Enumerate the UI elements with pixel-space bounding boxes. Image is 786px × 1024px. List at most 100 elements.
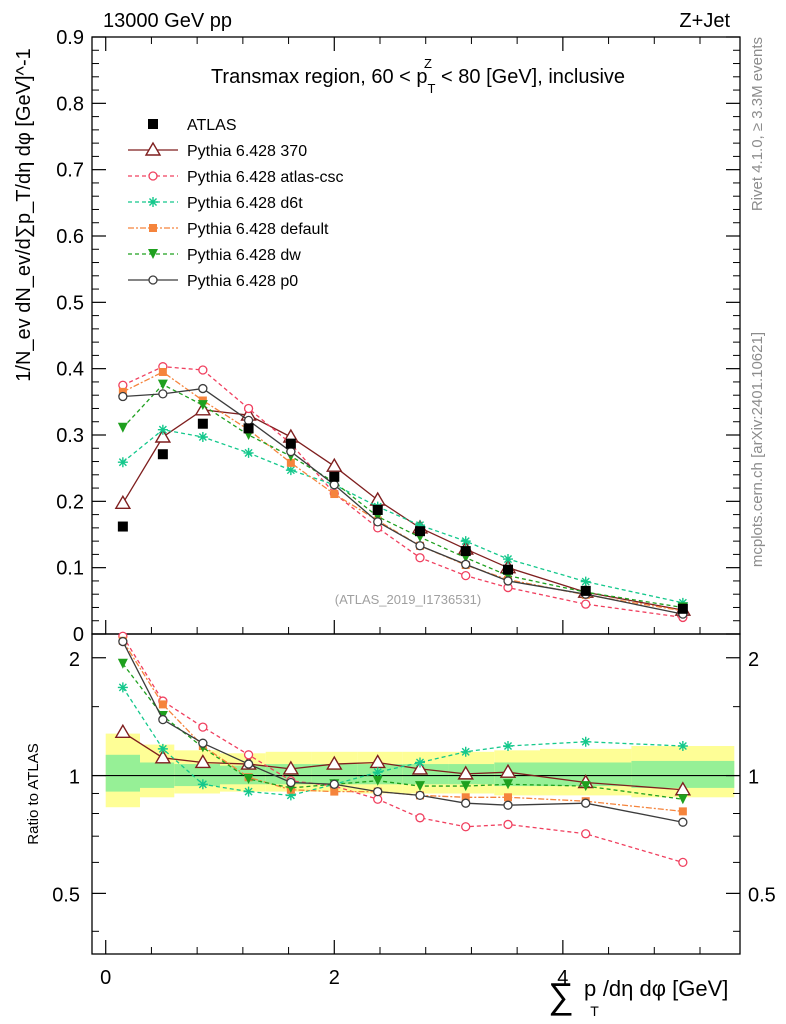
- legend-marker: [144, 141, 162, 156]
- legend-item-pythia-6-428-d6t: Pythia 6.428 d6t: [128, 195, 303, 212]
- data-point: [157, 379, 168, 390]
- legend-marker: [148, 119, 158, 129]
- ratio-line: [122, 663, 683, 800]
- ratio-point: [114, 723, 132, 738]
- ratio-plot-frame: [91, 633, 741, 955]
- data-point: [243, 403, 254, 414]
- y-tick-label: 0.9: [56, 27, 84, 49]
- series-line: [122, 409, 683, 611]
- ratio-point: [461, 793, 470, 802]
- data-point: [373, 517, 383, 527]
- data-point: [117, 422, 128, 433]
- main-y-label: 1/N_ev dN_ev/d∑p_T/dη dφ [GeV]^-1: [13, 48, 35, 381]
- plot-title: Transmax region, 60 < pT < 80 [GeV], inc…: [211, 66, 625, 96]
- data-point: [197, 400, 208, 411]
- ratio-tick-label: 0.5: [52, 884, 80, 906]
- y-tick-label: 0.6: [56, 226, 84, 248]
- ratio-point: [157, 743, 168, 754]
- ratio-line: [122, 641, 683, 823]
- ratio-point: [503, 741, 513, 751]
- ratio-point: [415, 781, 425, 792]
- data-point: [580, 576, 591, 587]
- data-point: [461, 570, 471, 581]
- ratio-tick-label-right: 0.5: [748, 884, 776, 906]
- ratio-point: [504, 793, 512, 802]
- data-point: [117, 457, 128, 468]
- ratio-point: [285, 790, 296, 801]
- y-tick-label: 0.2: [56, 491, 84, 513]
- ratio-line: [122, 635, 684, 864]
- data-point: [286, 446, 296, 457]
- process-label: Z+Jet: [679, 10, 730, 32]
- ratio-point: [415, 790, 425, 801]
- data-point: [285, 438, 296, 449]
- ratio-point: [503, 800, 513, 810]
- data-point: [581, 599, 591, 609]
- data-point: [461, 559, 471, 569]
- data-point: [118, 391, 128, 402]
- ratio-point: [461, 798, 471, 808]
- legend-marker: [148, 249, 158, 259]
- ratio-point: [581, 829, 591, 839]
- ratio-point: [411, 760, 429, 775]
- legend-item-pythia-6-428-370: Pythia 6.428 370: [128, 141, 307, 160]
- series-pythia-6-428-370: [114, 401, 692, 616]
- main-y-axis: 0 0.1 0.2 0.3 0.4 0.5 0.6 0.7 0.8 0.9: [56, 27, 740, 646]
- x-axis-label-sum: ∑: [548, 975, 574, 1016]
- data-point: [677, 603, 688, 614]
- ratio-point: [198, 722, 208, 732]
- ratio-point: [117, 682, 128, 693]
- ratio-tick-label: 2: [69, 649, 80, 671]
- x-axis: 0 2 4: [100, 37, 701, 989]
- legend-item-pythia-6-428-dw: Pythia 6.428 dw: [128, 247, 301, 264]
- x-axis-label-rest: /dη dφ [GeV]: [603, 976, 729, 1001]
- band-green: [105, 754, 140, 792]
- legend-item-pythia-6-428-default: Pythia 6.428 default: [128, 221, 329, 238]
- ratio-point: [326, 755, 343, 770]
- x-tick-label: 4: [557, 967, 568, 989]
- legend-label: Pythia 6.428 dw: [187, 247, 301, 264]
- ratio-point: [581, 798, 591, 808]
- x-tick-label: 0: [100, 967, 111, 989]
- ratio-point: [158, 714, 168, 725]
- x-axis-label: p T/dη dφ [GeV]: [584, 976, 728, 1019]
- y-tick-label: 0.3: [56, 425, 84, 447]
- legend-marker: [148, 171, 158, 181]
- ratio-point: [415, 813, 425, 823]
- ratio-point: [415, 757, 425, 768]
- ratio-tick-label: 1: [69, 767, 80, 789]
- ratio-series-pythia-6-428-370: [114, 723, 692, 796]
- series-line: [122, 429, 683, 604]
- plot-title-sub: T: [428, 81, 436, 96]
- data-point: [329, 480, 339, 490]
- legend-label: Pythia 6.428 default: [187, 221, 329, 238]
- data-point: [503, 564, 513, 575]
- series-atlas: [117, 418, 688, 614]
- ratio-point: [158, 700, 167, 709]
- ratio-point: [373, 786, 383, 797]
- y-tick-label: 0.4: [56, 359, 84, 381]
- data-point: [158, 367, 167, 376]
- ratio-point: [243, 786, 254, 797]
- legend-marker: [148, 197, 158, 207]
- data-point: [580, 585, 591, 596]
- ratio-point: [678, 817, 688, 827]
- legend-marker: [149, 224, 157, 232]
- main-series-group: [114, 362, 692, 623]
- ratio-point: [372, 775, 383, 786]
- data-point: [329, 471, 340, 482]
- data-point: [372, 504, 383, 515]
- series-line: [122, 387, 683, 615]
- series-line: [122, 383, 683, 609]
- data-point: [503, 554, 513, 565]
- ratio-point: [503, 819, 513, 830]
- legend-label: ATLAS: [187, 117, 237, 134]
- ratio-point: [372, 767, 383, 778]
- legend-item-pythia-6-428-atlas-csc: Pythia 6.428 atlas-csc: [128, 169, 344, 186]
- data-point: [415, 553, 425, 563]
- ratio-point: [243, 773, 254, 784]
- y-tick-label: 0.1: [56, 558, 84, 580]
- series-pythia-6-428-atlas-csc: [118, 362, 688, 623]
- ratio-point: [461, 822, 471, 832]
